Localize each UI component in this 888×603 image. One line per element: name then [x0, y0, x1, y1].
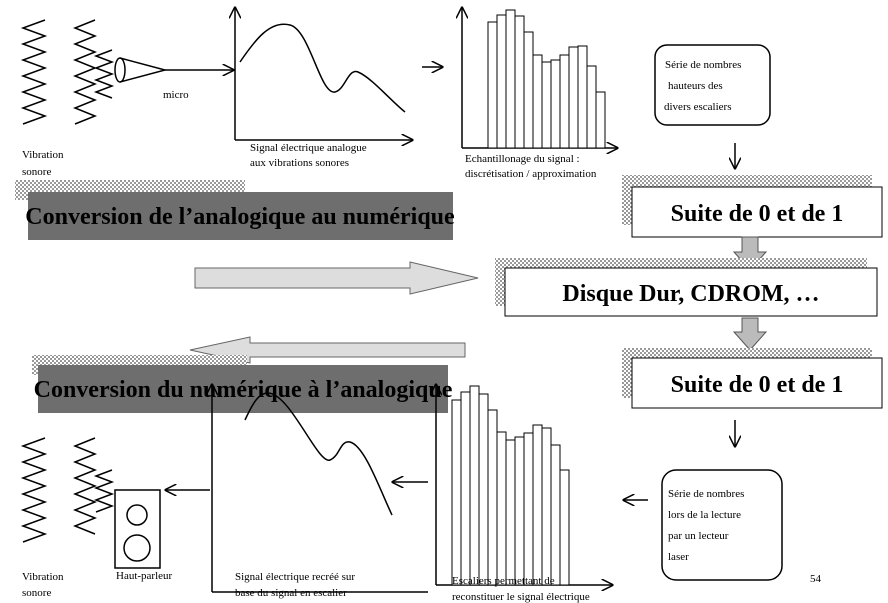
label: sonore	[22, 587, 51, 599]
label: Signal électrique analogue	[250, 142, 367, 154]
sound-waves	[23, 438, 112, 542]
label: base du signal en escalier	[235, 587, 347, 599]
label: laser	[668, 551, 689, 563]
label: Escaliers permettant de	[452, 575, 555, 587]
label: aux vibrations sonores	[250, 157, 349, 169]
label: sonore	[22, 166, 51, 178]
label: micro	[163, 89, 189, 101]
label: Série de nombres	[665, 59, 741, 71]
label: lors de la lecture	[668, 509, 741, 521]
label: Série de nombres	[668, 488, 744, 500]
big-arrow	[195, 262, 478, 294]
number-box	[662, 470, 782, 580]
speaker	[115, 490, 160, 568]
box-text: Disque Dur, CDROM, …	[562, 281, 819, 307]
label: reconstituer le signal électrique	[452, 591, 590, 603]
label: hauteurs des	[668, 80, 723, 92]
microphone	[115, 58, 233, 82]
label: Echantillonage du signal :	[465, 153, 580, 165]
stairs-plot	[436, 385, 612, 585]
label: Haut-parleur	[116, 570, 173, 582]
box-text: Suite de 0 et de 1	[671, 201, 844, 227]
diagram: micro Vibration sonore Signal électrique…	[0, 0, 888, 603]
label: discrétisation / approximation	[465, 168, 597, 180]
label: Vibration	[22, 149, 64, 161]
box-text: Suite de 0 et de 1	[671, 372, 844, 398]
sampled-plot	[462, 8, 617, 148]
big-arrow	[734, 318, 766, 350]
label: Vibration	[22, 571, 64, 583]
analog-plot	[235, 8, 412, 140]
recreated-plot	[212, 385, 428, 592]
banner-text: Conversion du numérique à l’analogique	[34, 377, 453, 403]
label: par un lecteur	[668, 530, 729, 542]
banner-text: Conversion de l’analogique au numérique	[25, 204, 455, 230]
label: Signal électrique recréé sur	[235, 571, 355, 583]
page-number: 54	[810, 573, 822, 585]
sound-waves	[23, 20, 112, 124]
label: divers escaliers	[664, 101, 732, 113]
